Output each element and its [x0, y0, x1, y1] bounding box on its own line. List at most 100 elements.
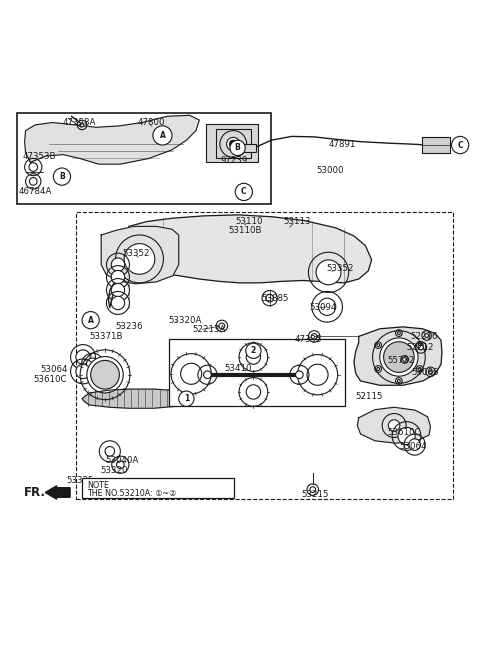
Text: A: A [88, 315, 94, 325]
Text: 2: 2 [251, 346, 256, 356]
Text: 53352: 53352 [123, 249, 150, 258]
Circle shape [296, 371, 303, 378]
Text: 46784A: 46784A [19, 187, 52, 197]
Text: 53113: 53113 [283, 217, 311, 226]
Circle shape [377, 368, 380, 370]
Text: 53610C: 53610C [387, 427, 421, 437]
Text: 53885: 53885 [262, 294, 289, 303]
Circle shape [398, 427, 415, 445]
Circle shape [384, 342, 414, 372]
Circle shape [409, 439, 420, 450]
Circle shape [86, 358, 99, 370]
Text: C: C [457, 140, 463, 150]
Polygon shape [354, 327, 442, 385]
Text: 47358A: 47358A [63, 118, 96, 127]
Text: 47800: 47800 [137, 118, 165, 127]
Circle shape [29, 163, 37, 171]
Text: 53110B: 53110B [228, 225, 262, 235]
Circle shape [452, 136, 469, 154]
Text: 53064: 53064 [40, 366, 68, 374]
Text: 52213A: 52213A [192, 325, 226, 334]
Circle shape [246, 343, 261, 358]
Bar [422, 138, 450, 153]
Text: 53000: 53000 [317, 166, 344, 175]
Circle shape [425, 333, 429, 338]
Circle shape [246, 350, 261, 364]
Circle shape [227, 138, 240, 151]
Circle shape [429, 370, 432, 374]
Bar [244, 144, 256, 152]
Text: NOTE: NOTE [87, 482, 109, 491]
Text: 53352: 53352 [326, 264, 354, 273]
Text: 53610C: 53610C [33, 375, 67, 384]
Text: 53320A: 53320A [168, 315, 202, 325]
Circle shape [76, 364, 90, 378]
Polygon shape [108, 215, 372, 308]
Text: 53094: 53094 [310, 303, 337, 312]
Circle shape [91, 360, 120, 389]
Circle shape [53, 168, 71, 185]
Text: 53410: 53410 [225, 364, 252, 372]
Circle shape [80, 123, 84, 127]
Circle shape [310, 486, 316, 493]
Text: A: A [159, 131, 166, 140]
Polygon shape [357, 407, 431, 443]
Polygon shape [82, 389, 193, 408]
Circle shape [307, 364, 328, 385]
Circle shape [397, 331, 400, 335]
Circle shape [418, 368, 421, 370]
Circle shape [266, 295, 274, 302]
Circle shape [111, 258, 125, 271]
Text: B: B [235, 144, 240, 152]
Circle shape [29, 178, 37, 185]
Circle shape [179, 391, 194, 407]
Circle shape [87, 356, 123, 393]
Circle shape [124, 244, 155, 274]
Bar [76, 212, 454, 499]
Text: 97239: 97239 [221, 156, 248, 165]
Text: 53325: 53325 [67, 476, 94, 484]
Text: 53215: 53215 [301, 490, 329, 499]
Text: 53371B: 53371B [89, 332, 123, 341]
Text: C: C [241, 187, 247, 197]
Circle shape [82, 311, 99, 329]
Text: THE NO.53210A: ①~②: THE NO.53210A: ①~② [87, 488, 176, 498]
Circle shape [312, 333, 317, 340]
Circle shape [380, 338, 418, 376]
Bar [216, 129, 251, 158]
Text: 52212: 52212 [407, 344, 434, 352]
FancyArrow shape [45, 486, 70, 499]
Circle shape [235, 183, 252, 201]
Polygon shape [24, 115, 199, 164]
Text: 53110: 53110 [235, 217, 263, 226]
Circle shape [377, 344, 380, 346]
Circle shape [388, 420, 400, 431]
Text: 53040A: 53040A [105, 456, 138, 466]
Text: 52115: 52115 [356, 393, 384, 401]
Circle shape [204, 371, 211, 378]
Bar [82, 478, 234, 499]
Text: 53236: 53236 [116, 322, 143, 331]
Circle shape [319, 298, 336, 315]
Circle shape [76, 350, 90, 364]
Text: FR.: FR. [24, 486, 46, 499]
Circle shape [117, 461, 124, 468]
Circle shape [111, 283, 125, 297]
Circle shape [180, 363, 202, 384]
Bar [206, 124, 258, 162]
Circle shape [219, 323, 225, 329]
Text: 47353B: 47353B [22, 152, 56, 160]
Circle shape [316, 260, 341, 285]
Text: 47335: 47335 [295, 335, 323, 344]
Text: 52216: 52216 [410, 332, 437, 341]
Circle shape [111, 270, 125, 284]
Bar [17, 113, 271, 204]
Circle shape [397, 380, 400, 382]
Text: 53086: 53086 [411, 368, 439, 377]
Circle shape [419, 345, 423, 350]
Circle shape [403, 358, 407, 362]
Circle shape [111, 297, 125, 309]
Bar [169, 340, 345, 407]
Text: B: B [59, 172, 65, 181]
Circle shape [230, 140, 245, 156]
